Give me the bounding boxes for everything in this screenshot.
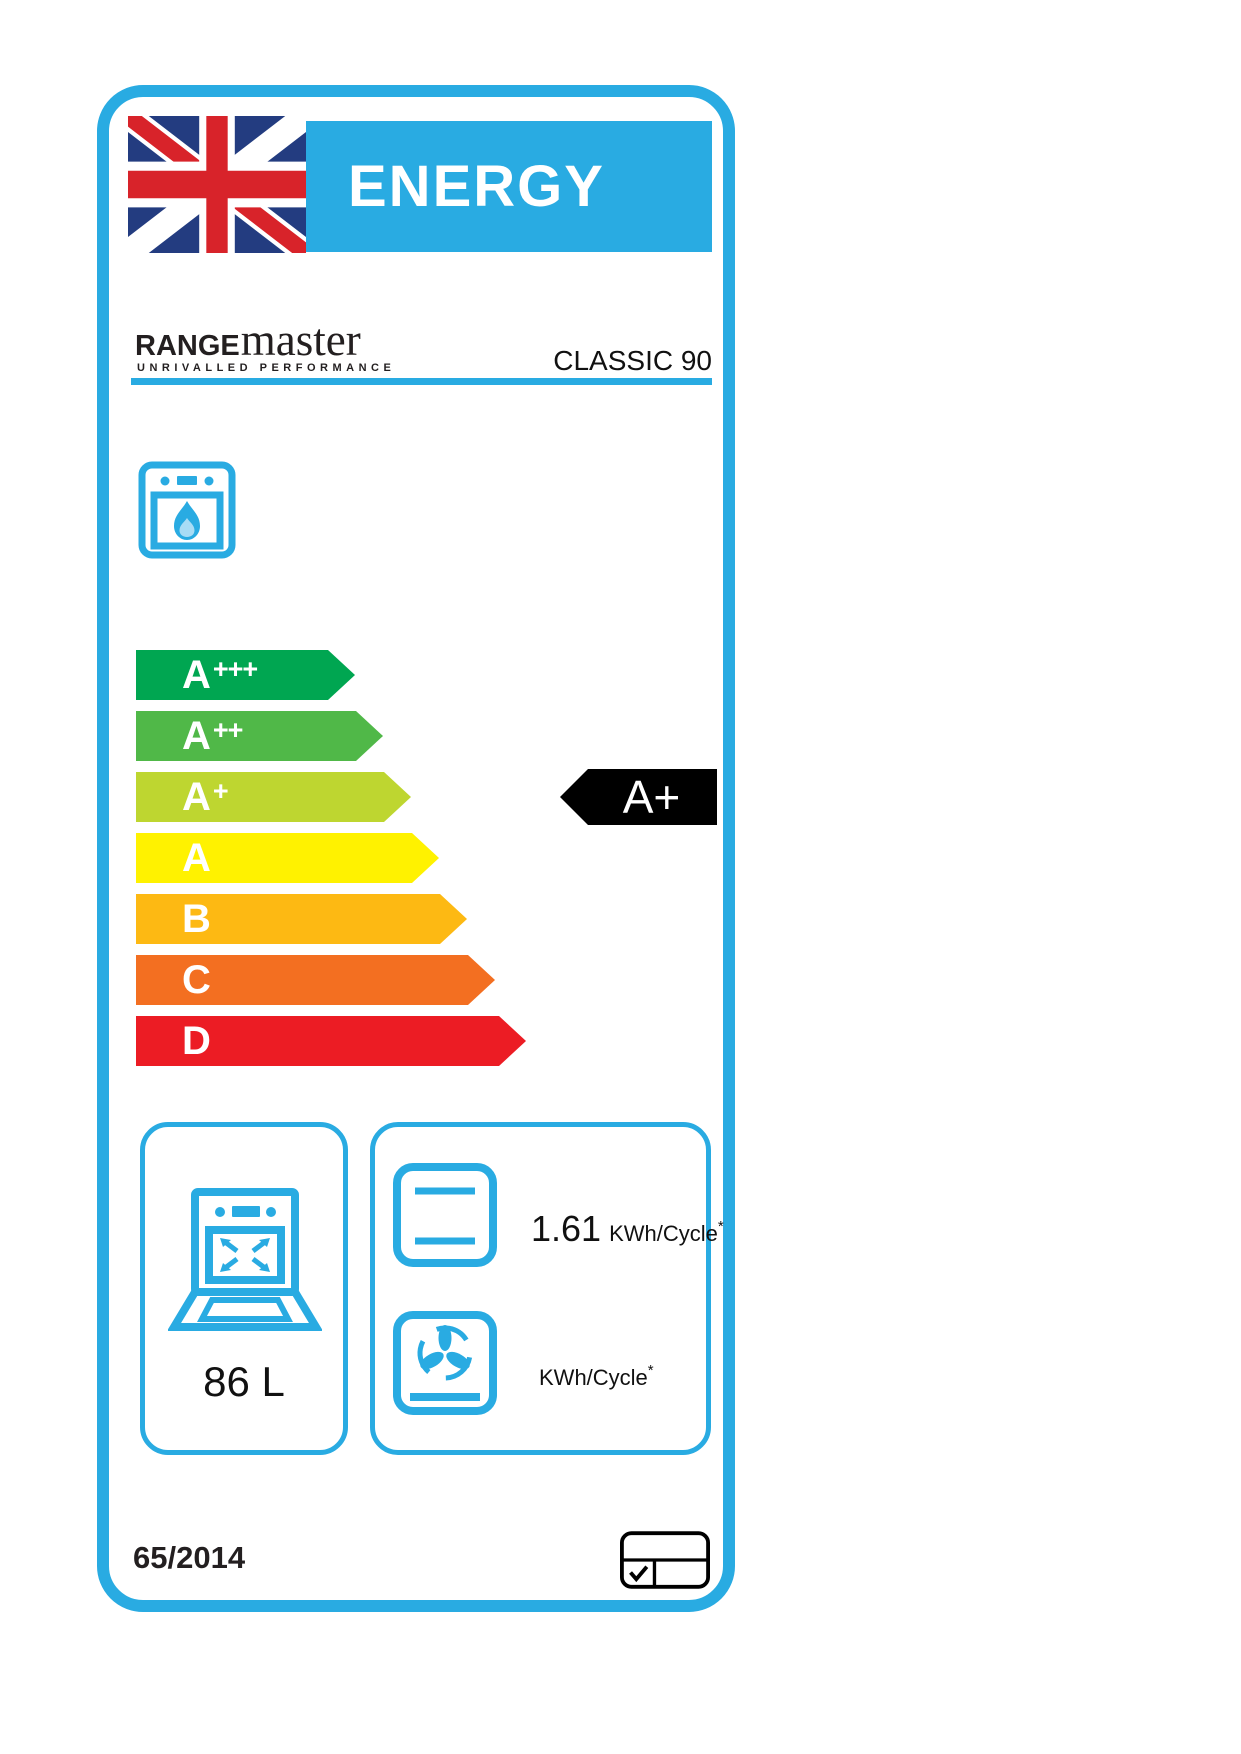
fiche-check-icon — [620, 1530, 710, 1590]
gas-oven-icon — [137, 460, 237, 560]
brand-range-text: RANGE — [135, 330, 240, 362]
conventional-consumption: 1.61 KWh/Cycle* — [531, 1208, 724, 1250]
fan-unit: KWh/Cycle — [539, 1365, 648, 1390]
class-letter: D — [182, 1019, 211, 1063]
class-letter: A — [182, 775, 211, 819]
rating-value: A+ — [622, 771, 681, 823]
conventional-oven-icon — [393, 1160, 497, 1270]
brand-tagline: UNRIVALLED PERFORMANCE — [137, 362, 396, 374]
class-letter: A — [182, 653, 211, 697]
energy-title: ENERGY — [348, 154, 605, 219]
conventional-unit: KWh/Cycle — [609, 1221, 718, 1246]
oven-volume-icon — [168, 1188, 322, 1336]
fan-oven-icon — [393, 1308, 497, 1418]
class-letter: A — [182, 714, 211, 758]
scale-arrow-c: C — [136, 955, 495, 1005]
efficiency-scale: A +++ A ++ A + A B C D — [136, 650, 526, 1077]
class-letter: A — [182, 836, 211, 880]
scale-arrow-b: B — [136, 894, 467, 944]
scale-arrow-a-plus-plus-plus: A +++ — [136, 650, 355, 700]
regulation-number: 65/2014 — [133, 1540, 246, 1575]
scale-arrow-a-plus: A + — [136, 772, 411, 822]
scale-arrow-a: A — [136, 833, 439, 883]
conventional-value: 1.61 — [531, 1208, 602, 1249]
fan-consumption: KWh/Cycle* — [531, 1352, 654, 1394]
cavity-volume-value: 86 L — [203, 1358, 285, 1405]
scale-arrow-a-plus-plus: A ++ — [136, 711, 383, 761]
uk-flag-icon — [128, 116, 306, 253]
asterisk: * — [647, 1362, 654, 1379]
brand-master-text: master — [240, 315, 361, 365]
class-letter: C — [182, 958, 211, 1002]
scale-arrow-d: D — [136, 1016, 526, 1066]
rating-indicator-arrow: A+ — [560, 769, 717, 825]
model-name: CLASSIC 90 — [553, 345, 712, 376]
rangemaster-logo: RANGEmaster — [135, 318, 361, 363]
class-suffix: + — [212, 775, 228, 806]
asterisk: * — [717, 1218, 724, 1235]
class-suffix: +++ — [212, 653, 258, 684]
class-letter: B — [182, 897, 211, 941]
energy-banner: ENERGY — [306, 121, 712, 252]
class-suffix: ++ — [212, 714, 243, 745]
divider-line — [131, 378, 712, 385]
